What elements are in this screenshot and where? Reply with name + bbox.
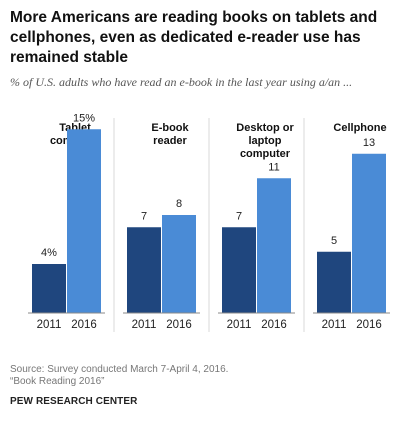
tick-label-2-2016: 2016 bbox=[166, 319, 192, 331]
value-label-1-2011: 4% bbox=[41, 247, 57, 259]
panel-label-4: Cellphone bbox=[333, 122, 386, 134]
chart-title: More Americans are reading books on tabl… bbox=[10, 9, 378, 66]
chart-subtitle: % of U.S. adults who have read an e-book… bbox=[10, 75, 353, 89]
value-label-3-2011: 7 bbox=[236, 210, 242, 222]
tick-label-3-2016: 2016 bbox=[261, 319, 287, 331]
bar-1-2011 bbox=[32, 264, 66, 313]
value-label-3-2016: 11 bbox=[268, 161, 279, 173]
bar-1-2016 bbox=[67, 129, 101, 313]
tick-label-1-2016: 2016 bbox=[71, 319, 97, 331]
value-label-4-2016: 13 bbox=[363, 137, 375, 149]
bar-2-2016 bbox=[162, 215, 196, 313]
bar-2-2011 bbox=[127, 227, 161, 313]
tick-label-2-2011: 2011 bbox=[132, 319, 157, 331]
tick-label-3-2011: 2011 bbox=[227, 319, 252, 331]
tick-label-4-2011: 2011 bbox=[322, 319, 347, 331]
bar-3-2011 bbox=[222, 227, 256, 313]
value-label-2-2016: 8 bbox=[176, 198, 182, 210]
value-label-2-2011: 7 bbox=[141, 210, 147, 222]
value-label-4-2011: 5 bbox=[331, 235, 337, 247]
bar-4-2016 bbox=[352, 153, 386, 313]
panel-label-2: E-book reader bbox=[151, 122, 189, 147]
source-line-1: Source: Survey conducted March 7-April 4… bbox=[10, 364, 229, 375]
value-label-1-2016: 15% bbox=[73, 112, 95, 124]
bar-4-2011 bbox=[317, 251, 351, 313]
tick-label-1-2011: 2011 bbox=[37, 319, 62, 331]
source-line-2: “Book Reading 2016” bbox=[10, 376, 105, 387]
source-note: Source: Survey conducted March 7-April 4… bbox=[10, 364, 228, 388]
panel-label-3: Desktop or laptop computer bbox=[236, 122, 294, 160]
tick-label-4-2016: 2016 bbox=[356, 319, 382, 331]
bar-3-2016 bbox=[257, 178, 291, 313]
brand-label: PEW RESEARCH CENTER bbox=[10, 396, 138, 407]
